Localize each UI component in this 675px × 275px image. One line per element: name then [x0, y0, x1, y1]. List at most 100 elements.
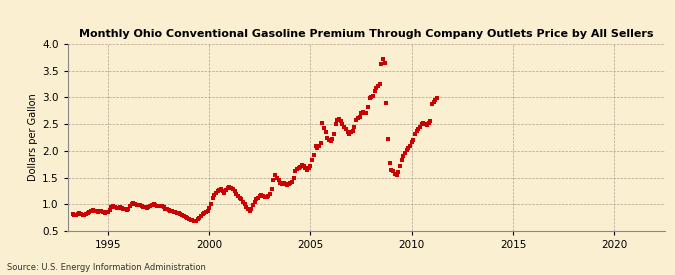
Point — [285, 181, 296, 185]
Point — [395, 164, 406, 168]
Point — [278, 181, 289, 185]
Point — [342, 130, 353, 134]
Point — [96, 209, 107, 213]
Point — [172, 211, 183, 215]
Point — [198, 211, 209, 215]
Point — [329, 131, 340, 136]
Point — [427, 102, 437, 107]
Point — [246, 207, 256, 211]
Point — [386, 167, 397, 172]
Point — [142, 206, 153, 210]
Point — [415, 125, 426, 129]
Point — [195, 214, 206, 218]
Point — [205, 202, 216, 207]
Point — [406, 140, 417, 144]
Point — [292, 167, 302, 171]
Point — [305, 164, 316, 168]
Point — [410, 131, 421, 136]
Point — [133, 203, 144, 208]
Point — [340, 127, 351, 132]
Point — [153, 204, 164, 208]
Point — [261, 195, 272, 200]
Point — [94, 209, 105, 213]
Point — [124, 204, 135, 209]
Point — [420, 122, 431, 126]
Point — [248, 203, 259, 207]
Point — [81, 212, 92, 217]
Point — [256, 193, 267, 197]
Point — [204, 206, 215, 210]
Point — [138, 205, 148, 209]
Point — [317, 121, 327, 125]
Point — [136, 204, 147, 208]
Point — [185, 218, 196, 222]
Point — [376, 62, 387, 67]
Point — [143, 205, 154, 210]
Point — [401, 148, 412, 153]
Point — [310, 143, 321, 148]
Point — [170, 210, 181, 214]
Point — [266, 187, 277, 191]
Point — [312, 146, 323, 150]
Point — [101, 210, 112, 214]
Point — [284, 182, 294, 186]
Title: Monthly Ohio Conventional Gasoline Premium Through Company Outlets Price by All : Monthly Ohio Conventional Gasoline Premi… — [79, 29, 653, 39]
Point — [430, 98, 441, 102]
Point — [396, 158, 407, 163]
Point — [364, 96, 375, 101]
Point — [418, 121, 429, 125]
Point — [263, 194, 274, 199]
Point — [148, 202, 159, 207]
Point — [276, 182, 287, 186]
Point — [236, 197, 246, 202]
Point — [322, 135, 333, 140]
Point — [408, 138, 418, 142]
Point — [431, 96, 442, 101]
Point — [315, 141, 326, 145]
Point — [225, 186, 236, 190]
Y-axis label: Dollars per Gallon: Dollars per Gallon — [28, 94, 38, 182]
Point — [249, 199, 260, 204]
Point — [160, 206, 171, 211]
Point — [155, 204, 165, 208]
Point — [215, 187, 226, 191]
Point — [335, 119, 346, 124]
Point — [296, 163, 307, 167]
Point — [377, 57, 388, 61]
Point — [233, 194, 244, 199]
Point — [327, 137, 338, 141]
Point — [325, 139, 336, 144]
Point — [182, 215, 193, 220]
Point — [229, 189, 240, 193]
Point — [209, 193, 219, 197]
Point — [158, 205, 169, 210]
Point — [356, 111, 367, 116]
Point — [221, 188, 232, 192]
Point — [87, 208, 98, 212]
Point — [354, 114, 365, 119]
Point — [385, 160, 396, 165]
Point — [168, 210, 179, 214]
Point — [273, 177, 284, 182]
Point — [425, 119, 436, 124]
Point — [269, 173, 280, 177]
Point — [188, 219, 199, 224]
Point — [393, 170, 404, 174]
Point — [324, 138, 335, 142]
Point — [165, 208, 176, 213]
Point — [383, 137, 394, 141]
Point — [373, 84, 383, 88]
Point — [144, 204, 155, 208]
Point — [140, 205, 151, 210]
Point — [306, 158, 317, 163]
Point — [111, 206, 122, 210]
Point — [371, 86, 381, 90]
Point — [150, 203, 161, 207]
Point — [279, 182, 290, 186]
Point — [177, 213, 188, 217]
Point — [69, 213, 80, 217]
Point — [411, 129, 422, 133]
Point — [224, 185, 235, 189]
Point — [82, 211, 93, 216]
Point — [357, 110, 368, 114]
